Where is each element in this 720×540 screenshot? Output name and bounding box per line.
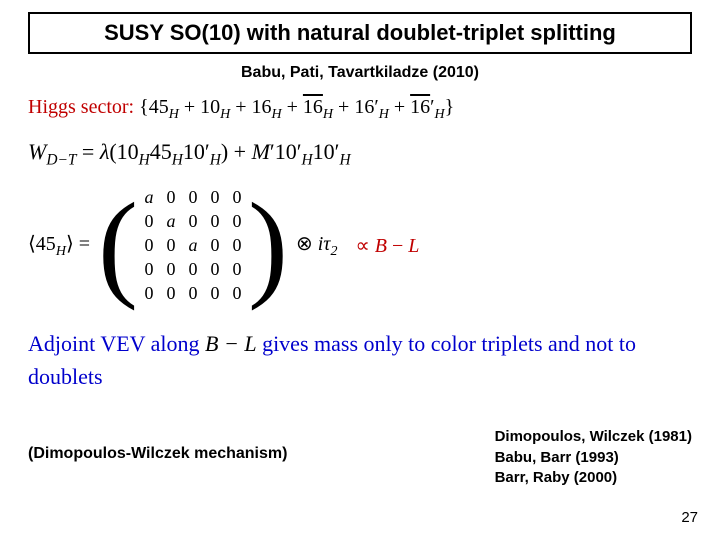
- matrix-cell: 0: [226, 209, 248, 233]
- matrix-cell: 0: [160, 185, 182, 209]
- slide-title: SUSY SO(10) with natural doublet-triplet…: [28, 12, 692, 54]
- matrix-cell: a: [182, 233, 204, 257]
- vev-proportional: ∝ B − L: [355, 233, 419, 258]
- matrix-cell: 0: [226, 281, 248, 305]
- matrix-cell: 0: [226, 233, 248, 257]
- vev-lhs: ⟨45H⟩ =: [28, 231, 90, 260]
- matrix-cell: 0: [204, 257, 226, 281]
- ref-line: Barr, Raby (2000): [495, 468, 692, 488]
- matrix-cell: 0: [182, 257, 204, 281]
- vev-line: ⟨45H⟩ = ( a00000a00000a000000000000 ) ⊗ …: [28, 185, 692, 305]
- adjoint-statement: Adjoint VEV along B − L gives mass only …: [28, 327, 692, 393]
- higgs-sector-line: Higgs sector: {45H + 10H + 16H + 16H + 1…: [28, 96, 692, 123]
- higgs-label: Higgs sector:: [28, 96, 134, 118]
- mechanism-label: (Dimopoulos-Wilczek mechanism): [28, 445, 287, 463]
- page-number: 27: [681, 509, 698, 526]
- matrix-cell: 0: [160, 257, 182, 281]
- matrix-cell: 0: [160, 233, 182, 257]
- references: Dimopoulos, Wilczek (1981) Babu, Barr (1…: [495, 427, 692, 488]
- superpotential-line: WD−T = λ(10H45H10′H) + M′10′H10′H: [28, 139, 692, 169]
- matrix-cell: 0: [138, 209, 160, 233]
- matrix-cell: 0: [182, 185, 204, 209]
- matrix-cell: 0: [182, 281, 204, 305]
- matrix-cell: a: [160, 209, 182, 233]
- matrix-cell: 0: [204, 185, 226, 209]
- ref-line: Babu, Barr (1993): [495, 448, 692, 468]
- higgs-fields: {45H + 10H + 16H + 16H + 16′H + 16′H}: [139, 96, 454, 118]
- matrix-cell: 0: [138, 233, 160, 257]
- matrix-cell: 0: [226, 257, 248, 281]
- matrix-cell: 0: [226, 185, 248, 209]
- matrix-cell: 0: [204, 209, 226, 233]
- adjoint-bl: B − L: [205, 331, 257, 356]
- matrix-cell: 0: [204, 233, 226, 257]
- adjoint-pre: Adjoint VEV along: [28, 331, 205, 356]
- matrix-cell: a: [138, 185, 160, 209]
- vev-matrix: ( a00000a00000a000000000000 ): [98, 185, 288, 305]
- matrix-cell: 0: [160, 281, 182, 305]
- ref-line: Dimopoulos, Wilczek (1981): [495, 427, 692, 447]
- top-citation: Babu, Pati, Tavartkiladze (2010): [28, 64, 692, 82]
- vev-tensor: ⊗ iτ2: [296, 231, 337, 260]
- matrix-cell: 0: [204, 281, 226, 305]
- matrix-cell: 0: [138, 281, 160, 305]
- matrix-cell: 0: [138, 257, 160, 281]
- matrix-cell: 0: [182, 209, 204, 233]
